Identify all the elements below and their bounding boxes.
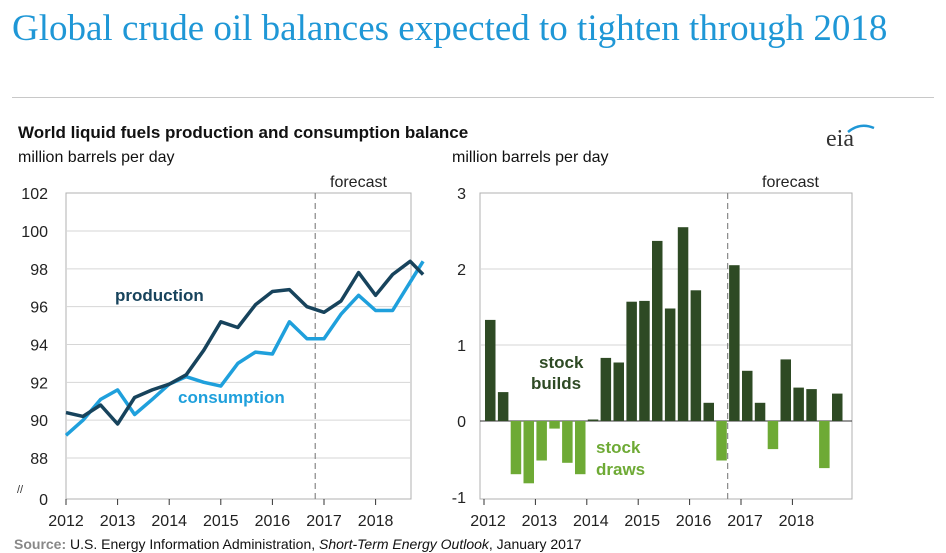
stock-build-bar (754, 402, 766, 421)
source-note: Source: U.S. Energy Information Administ… (14, 536, 582, 552)
right-y-unit-label: million barrels per day (452, 149, 609, 166)
left-y-tick-label: 88 (30, 451, 48, 468)
stock-draw-bar (510, 421, 522, 475)
stock-draw-bar (562, 421, 573, 463)
left-x-tick-label: 2016 (255, 513, 291, 530)
right-y-tick-label: 2 (457, 262, 466, 279)
right-x-tick-label: 2013 (522, 513, 558, 530)
left-y-tick-label: 102 (21, 186, 48, 203)
right-x-tick-label: 2018 (779, 513, 815, 530)
headline-divider (12, 97, 934, 98)
left-y-unit-label: million barrels per day (18, 149, 175, 166)
stock-draw-bar (767, 421, 779, 450)
stock-build-bar (497, 392, 509, 421)
stock-build-bar (703, 402, 714, 421)
stock-build-bar (742, 370, 753, 421)
stock-draw-bar (549, 421, 560, 429)
production-series-label: production (115, 286, 204, 305)
right-x-tick-label: 2014 (573, 513, 609, 530)
source-report: Short-Term Energy Outlook (319, 536, 489, 552)
consumption-series-label: consumption (178, 388, 285, 407)
left-y-tick-label: 96 (30, 300, 48, 317)
stock-build-bar (806, 389, 817, 421)
left-x-tick-label: 2014 (151, 513, 187, 530)
page-headline: Global crude oil balances expected to ti… (12, 8, 888, 49)
stock-draw-bar (536, 421, 547, 461)
stock-build-bar (639, 300, 650, 421)
right-y-tick-label: 1 (457, 338, 466, 355)
stock-draws-label-line1: stock (596, 438, 641, 457)
left-y-tick-label: 98 (30, 262, 48, 279)
left-x-tick-label: 2012 (48, 513, 84, 530)
stock-builds-label-line2: builds (531, 374, 581, 393)
right-y-tick-label: -1 (452, 490, 466, 507)
stock-builds-label-line1: stock (539, 353, 584, 372)
right-x-tick-label: 2016 (676, 513, 712, 530)
stock-draw-bar (819, 421, 830, 469)
stock-draws-label-line2: draws (596, 460, 645, 479)
stock-build-bar (677, 227, 689, 421)
source-date: , January 2017 (488, 536, 582, 552)
left-x-tick-label: 2017 (306, 513, 342, 530)
right-x-tick-label: 2015 (624, 513, 660, 530)
stock-draw-bar (523, 421, 534, 484)
right-x-tick-label: 2012 (470, 513, 506, 530)
stock-build-bar (652, 240, 663, 421)
left-y-tick-label: 94 (30, 338, 48, 355)
left-plot-frame (65, 192, 412, 500)
stock-build-bar (832, 393, 843, 421)
stock-draw-bar (575, 421, 586, 475)
stock-build-bar (626, 301, 637, 421)
left-y-zero-label: 0 (39, 492, 48, 509)
stock-build-bar (690, 290, 702, 421)
stock-build-bar (587, 419, 599, 421)
left-x-tick-label: 2015 (203, 513, 239, 530)
stock-build-bar (664, 308, 676, 421)
stock-draw-bar (716, 421, 727, 461)
chart-title: World liquid fuels production and consum… (18, 123, 469, 142)
right-x-tick-label: 2017 (727, 513, 763, 530)
source-label: Source: (14, 536, 67, 552)
y-axis-break-mark: // (17, 484, 24, 496)
right-y-tick-label: 0 (457, 414, 466, 431)
left-x-tick-label: 2018 (358, 513, 394, 530)
stock-build-bar (485, 319, 496, 421)
left-forecast-label: forecast (330, 174, 387, 191)
stock-build-bar (793, 387, 804, 421)
left-x-tick-label: 2013 (100, 513, 136, 530)
source-agency: U.S. Energy Information Administration, (70, 536, 316, 552)
right-y-tick-label: 3 (457, 186, 466, 203)
consumption-line (64, 260, 425, 437)
left-y-tick-label: 100 (21, 224, 48, 241)
left-y-tick-label: 90 (30, 413, 48, 430)
stock-build-bar (600, 357, 612, 421)
stock-build-bar (613, 362, 624, 421)
stock-build-bar (729, 265, 740, 421)
production-line (65, 259, 425, 426)
stock-build-bar (780, 359, 791, 421)
eia-logo-swoosh-icon (847, 124, 875, 133)
left-y-tick-label: 92 (30, 375, 48, 392)
right-forecast-label: forecast (762, 174, 819, 191)
